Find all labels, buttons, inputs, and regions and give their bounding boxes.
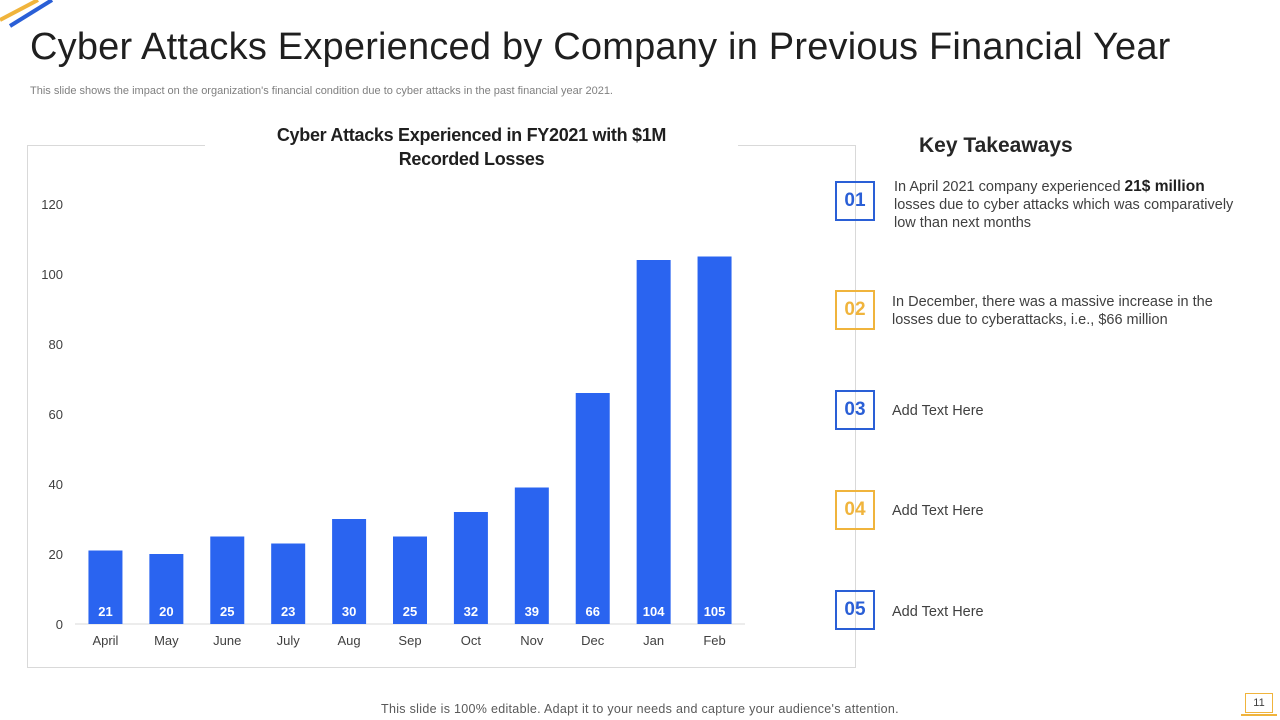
bar-value-label: 25	[220, 604, 234, 619]
takeaway-number-02: 02	[835, 290, 875, 330]
y-tick-label: 20	[49, 547, 63, 562]
page-title: Cyber Attacks Experienced by Company in …	[30, 26, 1171, 68]
takeaway-text-01: In April 2021 company experienced 21$ mi…	[894, 178, 1249, 232]
bar-may	[149, 554, 184, 624]
bar-dec	[575, 393, 610, 624]
y-tick-label: 100	[41, 267, 63, 282]
page-number: 11	[1245, 693, 1273, 713]
bar-value-label: 32	[464, 604, 478, 619]
takeaway-number-04: 04	[835, 490, 875, 530]
x-tick-label: July	[277, 633, 301, 648]
x-tick-label: June	[213, 633, 241, 648]
y-tick-label: 80	[49, 337, 63, 352]
takeaway-text-01-bold: 21$ million	[1124, 178, 1205, 195]
bar-value-label: 105	[704, 604, 726, 619]
corner-decoration	[0, 0, 54, 28]
x-tick-label: Nov	[520, 633, 544, 648]
takeaway-text-02: In December, there was a massive increas…	[892, 294, 1213, 328]
bar-value-label: 21	[98, 604, 112, 619]
y-tick-label: 120	[41, 197, 63, 212]
footer-note: This slide is 100% editable. Adapt it to…	[381, 702, 899, 716]
bar-june	[210, 536, 245, 624]
chart-title-box: Cyber Attacks Experienced in FY2021 with…	[205, 120, 738, 175]
bar-chart: 0 20 40 60 80 100 120 21 April 20 May 25 June 23 July 3…	[41, 197, 745, 648]
x-tick-label: Aug	[338, 633, 361, 648]
y-tick-label: 0	[56, 617, 63, 632]
bar-value-label: 39	[525, 604, 539, 619]
x-tick-label: Feb	[703, 633, 725, 648]
takeaway-text-03: Add Text Here	[892, 403, 984, 419]
takeaway-text-01-part1: In April 2021 company experienced	[894, 179, 1125, 195]
page-number-underline	[1241, 714, 1277, 716]
takeaway-text-01-part2: losses due to cyber attacks which was co…	[894, 197, 1234, 231]
bar-aug	[332, 519, 367, 624]
y-tick-label: 40	[49, 477, 63, 492]
x-tick-label: Oct	[461, 633, 482, 648]
bar-value-label: 66	[585, 604, 599, 619]
bar-july	[271, 543, 306, 624]
bar-value-label: 104	[643, 604, 665, 619]
x-tick-label: Dec	[581, 633, 605, 648]
bar-value-label: 20	[159, 604, 173, 619]
bar-value-label: 23	[281, 604, 295, 619]
x-tick-label: April	[92, 633, 118, 648]
bar-sep	[393, 536, 427, 624]
chart-title-line1: Cyber Attacks Experienced in FY2021 with…	[276, 125, 667, 145]
bar-value-label: 25	[403, 604, 417, 619]
chart-title-line2: Recorded Losses	[398, 149, 545, 169]
bar-feb	[697, 256, 732, 624]
y-tick-label: 60	[49, 407, 63, 422]
takeaway-number-01: 01	[835, 181, 875, 221]
bar-value-label: 30	[342, 604, 356, 619]
bar-oct	[453, 512, 488, 624]
x-tick-label: May	[154, 633, 179, 648]
takeaway-text-04: Add Text Here	[892, 503, 984, 519]
chart-title: Cyber Attacks Experienced in FY2021 with…	[205, 120, 738, 171]
key-takeaways-heading: Key Takeaways	[919, 134, 1073, 157]
page-subtitle: This slide shows the impact on the organ…	[30, 85, 613, 97]
takeaway-text-05: Add Text Here	[892, 604, 984, 620]
bar-april	[88, 550, 123, 624]
bar-nov	[514, 487, 549, 624]
bar-jan	[636, 260, 671, 624]
x-tick-label: Sep	[398, 633, 421, 648]
x-tick-label: Jan	[643, 633, 664, 648]
takeaway-number-05: 05	[835, 590, 875, 630]
takeaway-number-03: 03	[835, 390, 875, 430]
